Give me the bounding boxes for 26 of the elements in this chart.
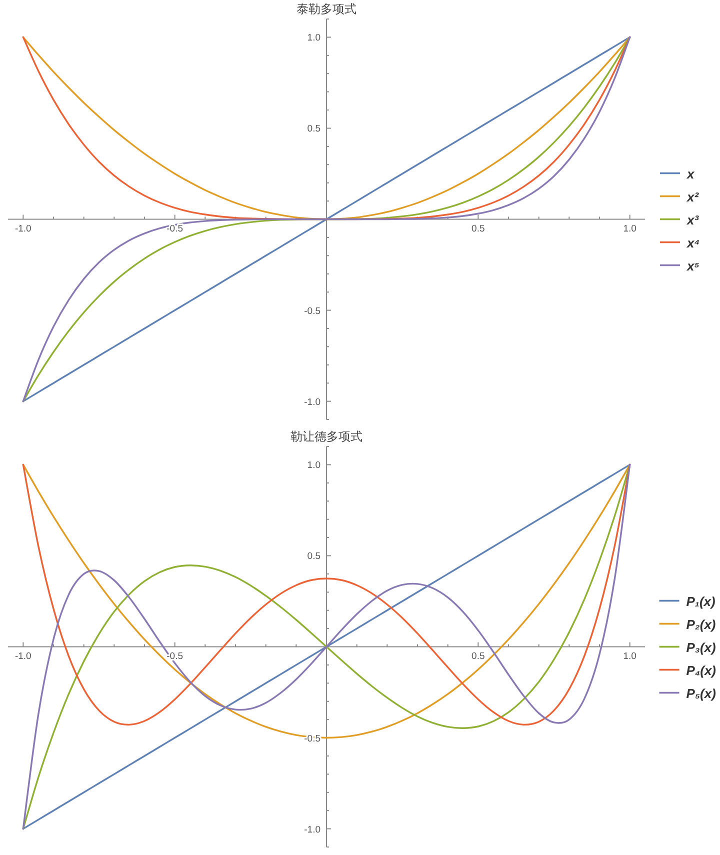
- legend-label: P₂(x): [686, 616, 716, 632]
- legend-label: P₅(x): [686, 686, 716, 701]
- y-tick-label: 0.5: [307, 551, 320, 562]
- x-tick-label: -1.0: [14, 223, 32, 234]
- y-tick-label: -1.0: [304, 396, 320, 408]
- x-tick-label: 1.0: [623, 650, 636, 662]
- x-tick-label: 0.5: [472, 223, 485, 234]
- x-tick-label: 1.0: [623, 223, 636, 234]
- x-tick-label: -1.0: [14, 650, 32, 662]
- y-tick-label: -1.0: [304, 824, 320, 836]
- legend-label: x: [686, 166, 695, 182]
- y-tick-label: 1.0: [307, 460, 320, 472]
- y-tick-label: 0.5: [307, 124, 320, 135]
- legend-label: P₄(x): [686, 662, 716, 678]
- x-tick-label: 0.5: [472, 650, 485, 662]
- chart-title: 勒让德多项式: [290, 430, 362, 444]
- legend-label: x⁵: [686, 258, 700, 274]
- legend-label: P₃(x): [686, 640, 716, 655]
- y-tick-label: 1.0: [307, 32, 320, 44]
- y-tick-label: -0.5: [304, 306, 320, 317]
- legend-label: x⁴: [686, 235, 700, 250]
- chart-title: 泰勒多项式: [296, 2, 356, 16]
- x-tick-label: -0.5: [166, 223, 184, 234]
- legend-label: x³: [686, 212, 700, 228]
- legend-label: x²: [686, 189, 700, 204]
- legend-label: P₁(x): [686, 594, 716, 609]
